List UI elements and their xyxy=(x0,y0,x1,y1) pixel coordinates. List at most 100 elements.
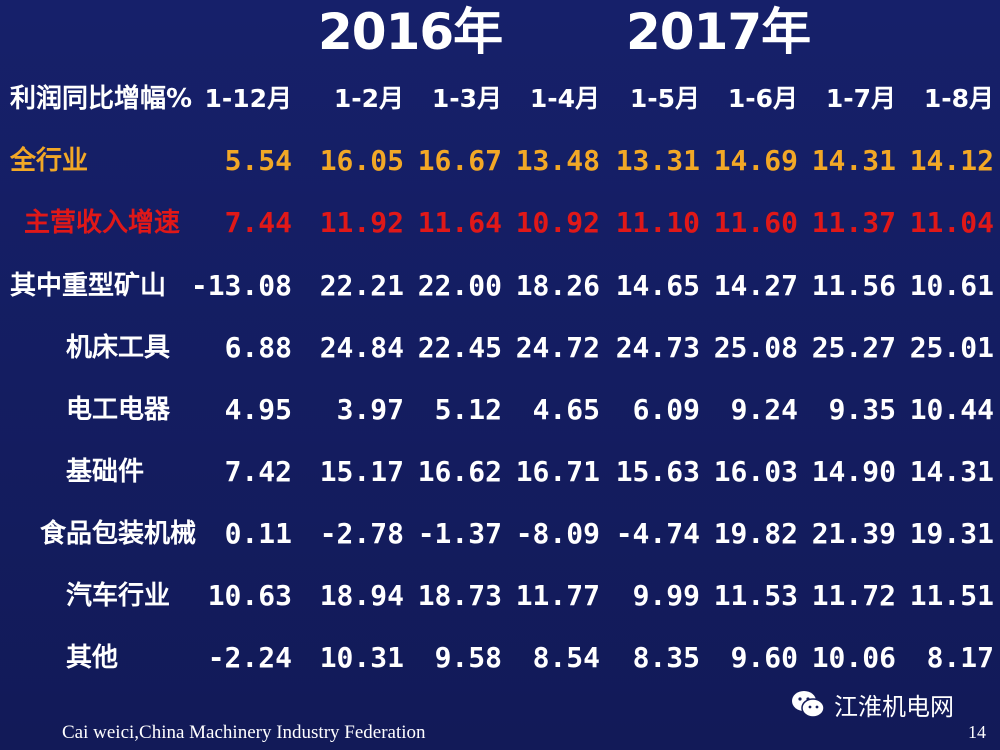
table-cell: 7.42 xyxy=(224,455,292,488)
table-cell: 11.04 xyxy=(909,206,994,239)
table-cell: 22.21 xyxy=(319,269,404,302)
table-cell: 5.54 xyxy=(224,144,292,177)
table-cell: 21.39 xyxy=(811,517,896,550)
table-cell: 25.01 xyxy=(909,331,994,364)
year-2016-heading: 2016年 xyxy=(318,3,503,61)
table-cell: 18.73 xyxy=(417,579,502,612)
period-header: 1-4月 xyxy=(529,84,600,113)
table-cell: 11.10 xyxy=(615,206,700,239)
table-cell: 10.31 xyxy=(319,641,404,674)
table-cell: 9.60 xyxy=(730,641,798,674)
table-cell: 19.31 xyxy=(909,517,994,550)
footer-credit: Cai weici,China Machinery Industry Feder… xyxy=(62,722,426,743)
table-cell: 14.31 xyxy=(909,455,994,488)
row-label: 其中重型矿山 xyxy=(10,271,167,301)
table-cell: 18.26 xyxy=(515,269,600,302)
table-cell: 0.11 xyxy=(224,517,292,550)
table-cell: 4.65 xyxy=(532,393,600,426)
year-2017-heading: 2017年 xyxy=(626,3,811,61)
table-cell: 16.03 xyxy=(713,455,798,488)
table-cell: 25.27 xyxy=(811,331,896,364)
table-cell: 14.31 xyxy=(811,144,896,177)
period-header: 1-3月 xyxy=(431,84,502,113)
table-cell: -2.78 xyxy=(319,517,404,550)
row-label: 全行业 xyxy=(10,146,89,176)
row-label: 基础件 xyxy=(66,457,145,487)
table-cell: 5.12 xyxy=(434,393,502,426)
table-cell: 9.58 xyxy=(434,641,502,674)
table-cell: 11.37 xyxy=(811,206,896,239)
table-cell: 13.31 xyxy=(615,144,700,177)
table-cell: -4.74 xyxy=(615,517,700,550)
watermark-text: 江淮机电网 xyxy=(834,692,954,721)
table-cell: 25.08 xyxy=(713,331,798,364)
table-row: 机床工具 6.88 24.84 22.45 24.72 24.73 25.08 … xyxy=(0,323,1000,373)
period-header: 1-8月 xyxy=(923,84,994,113)
table-cell: 3.97 xyxy=(336,393,404,426)
table-cell: 11.72 xyxy=(811,579,896,612)
table-cell: 24.84 xyxy=(319,331,404,364)
row-label: 主营收入增速 xyxy=(24,208,181,238)
period-header: 1-2月 xyxy=(333,84,404,113)
table-cell: 14.69 xyxy=(713,144,798,177)
table-row: 主营收入增速 7.44 11.92 11.64 10.92 11.10 11.6… xyxy=(0,198,1000,248)
table-cell: 11.92 xyxy=(319,206,404,239)
table-cell: 11.64 xyxy=(417,206,502,239)
table-cell: 22.00 xyxy=(417,269,502,302)
row-label: 电工电器 xyxy=(66,395,171,425)
table-cell: 16.71 xyxy=(515,455,600,488)
table-cell: 19.82 xyxy=(713,517,798,550)
table-cell: 11.53 xyxy=(713,579,798,612)
table-cell: 15.63 xyxy=(615,455,700,488)
table-cell: 10.06 xyxy=(811,641,896,674)
table-cell: 9.35 xyxy=(828,393,896,426)
table-cell: 4.95 xyxy=(224,393,292,426)
table-cell: 7.44 xyxy=(224,206,292,239)
row-label: 食品包装机械 xyxy=(40,519,197,549)
table-cell: 9.24 xyxy=(730,393,798,426)
table-cell: 6.09 xyxy=(632,393,700,426)
table-cell: 14.27 xyxy=(713,269,798,302)
row-label: 机床工具 xyxy=(66,333,171,363)
table-cell: 16.67 xyxy=(417,144,502,177)
table-cell: 11.56 xyxy=(811,269,896,302)
table-cell: 10.92 xyxy=(515,206,600,239)
row-label: 其他 xyxy=(66,643,119,673)
table-cell: -2.24 xyxy=(207,641,292,674)
table-cell: 13.48 xyxy=(515,144,600,177)
table-row: 电工电器 4.95 3.97 5.12 4.65 6.09 9.24 9.35 … xyxy=(0,385,1000,435)
period-header: 1-6月 xyxy=(727,84,798,113)
period-header: 1-7月 xyxy=(825,84,896,113)
table-cell: 10.44 xyxy=(909,393,994,426)
table-cell: 11.60 xyxy=(713,206,798,239)
table-cell: -8.09 xyxy=(515,517,600,550)
watermark: 江淮机电网 xyxy=(790,686,954,722)
table-cell: 14.65 xyxy=(615,269,700,302)
table-cell: 8.54 xyxy=(532,641,600,674)
table-cell: 16.05 xyxy=(319,144,404,177)
period-header: 1-12月 xyxy=(204,84,292,113)
table-cell: 10.63 xyxy=(207,579,292,612)
table-cell: 8.35 xyxy=(632,641,700,674)
table-cell: -13.08 xyxy=(190,269,292,302)
table-cell: 11.51 xyxy=(909,579,994,612)
table-row: 汽车行业 10.63 18.94 18.73 11.77 9.99 11.53 … xyxy=(0,571,1000,621)
table-cell: 11.77 xyxy=(515,579,600,612)
table-cell: 14.90 xyxy=(811,455,896,488)
table-header-row: 利润同比增幅% 1-12月 1-2月 1-3月 1-4月 1-5月 1-6月 1… xyxy=(0,74,1000,124)
table-row: 全行业 5.54 16.05 16.67 13.48 13.31 14.69 1… xyxy=(0,136,1000,186)
wechat-icon xyxy=(792,691,825,718)
table-title: 利润同比增幅% xyxy=(10,84,193,114)
table-row: 食品包装机械 0.11 -2.78 -1.37 -8.09 -4.74 19.8… xyxy=(0,509,1000,559)
table-cell: 16.62 xyxy=(417,455,502,488)
table-cell: 6.88 xyxy=(224,331,292,364)
period-header: 1-5月 xyxy=(629,84,700,113)
table-row: 其中重型矿山 -13.08 22.21 22.00 18.26 14.65 14… xyxy=(0,261,1000,311)
page-number: 14 xyxy=(968,722,986,742)
table-cell: 14.12 xyxy=(909,144,994,177)
table-row: 基础件 7.42 15.17 16.62 16.71 15.63 16.03 1… xyxy=(0,447,1000,497)
table-cell: 22.45 xyxy=(417,331,502,364)
table-cell: 24.72 xyxy=(515,331,600,364)
table-cell: 8.17 xyxy=(926,641,994,674)
